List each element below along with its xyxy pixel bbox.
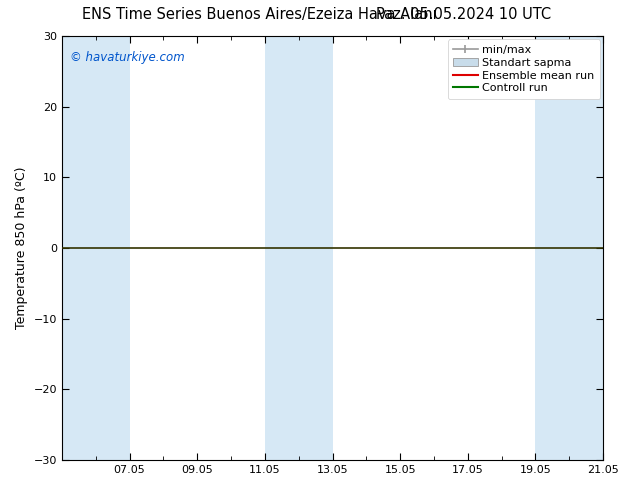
Text: Paz. 05.05.2024 10 UTC: Paz. 05.05.2024 10 UTC	[377, 7, 552, 23]
Bar	[536, 36, 603, 460]
Text: © havaturkiye.com: © havaturkiye.com	[70, 51, 184, 64]
Text: ENS Time Series Buenos Aires/Ezeiza Hava Alanı: ENS Time Series Buenos Aires/Ezeiza Hava…	[82, 7, 437, 23]
Y-axis label: Temperature 850 hPa (ºC): Temperature 850 hPa (ºC)	[15, 167, 28, 329]
Bar	[265, 36, 332, 460]
Bar	[62, 36, 129, 460]
Legend: min/max, Standart sapma, Ensemble mean run, Controll run: min/max, Standart sapma, Ensemble mean r…	[448, 40, 600, 99]
